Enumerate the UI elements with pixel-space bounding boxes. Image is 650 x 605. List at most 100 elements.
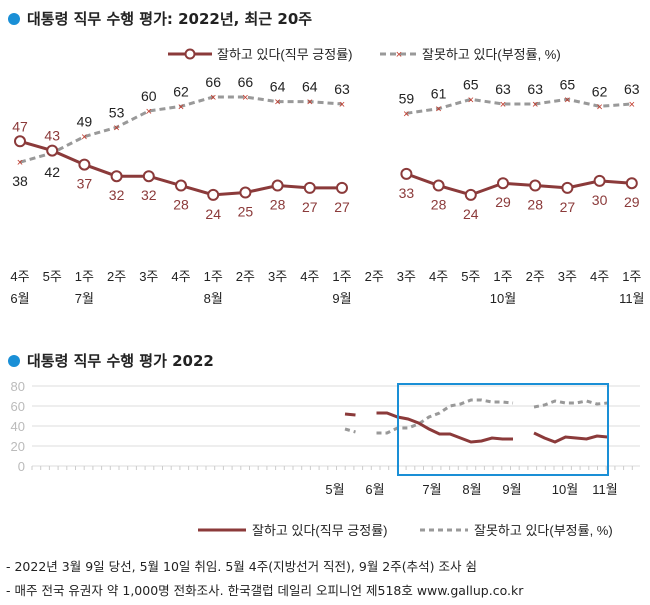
negative-marker: × xyxy=(81,132,87,144)
legend-negative-label: 잘못하고 있다(부정률, %) xyxy=(422,47,561,62)
negative-data-label: 60 xyxy=(141,88,157,104)
x-tick-label: 4주 xyxy=(429,269,448,284)
x-month-label: 7월 xyxy=(75,291,94,306)
legend-positive-label: 잘하고 있다(직무 긍정률) xyxy=(217,47,352,62)
footnote-1: - 2022년 3월 9일 당선, 5월 10일 취임. 5월 4주(지방선거 … xyxy=(6,559,477,574)
positive-data-label: 28 xyxy=(173,197,189,213)
x-tick-label: 3주 xyxy=(558,269,577,284)
highlight-box xyxy=(397,383,609,476)
negative-line xyxy=(533,399,608,409)
x-month-label: 10월 xyxy=(552,482,578,497)
positive-marker xyxy=(497,177,509,190)
chart1-title: 대통령 직무 수행 평가: 2022년, 최근 20주 xyxy=(8,8,312,29)
positive-marker xyxy=(561,181,574,194)
positive-marker xyxy=(239,186,252,199)
negative-data-label: 63 xyxy=(527,81,543,97)
positive-marker xyxy=(142,170,155,183)
x-month-label: 5월 xyxy=(325,482,344,497)
negative-marker: × xyxy=(435,104,441,116)
y-tick-label: 60 xyxy=(11,399,25,414)
positive-data-label: 32 xyxy=(141,187,157,203)
positive-marker xyxy=(529,179,542,192)
negative-data-label: 63 xyxy=(624,81,640,97)
positive-data-label: 29 xyxy=(495,194,511,210)
positive-data-label: 27 xyxy=(302,199,318,215)
footnote-2: - 매주 전국 유권자 약 1,000명 전화조사. 한국갤럽 데일리 오피니언… xyxy=(6,583,524,598)
x-tick-label: 2주 xyxy=(107,269,126,284)
positive-line xyxy=(533,431,608,444)
x-month-label: 9월 xyxy=(332,291,351,306)
x-month-label: 6월 xyxy=(10,291,29,306)
legend-negative-label: 잘못하고 있다(부정률, %) xyxy=(474,523,613,538)
negative-marker: × xyxy=(113,122,119,134)
negative-data-label: 53 xyxy=(109,104,125,120)
negative-line xyxy=(19,95,343,164)
positive-data-label: 37 xyxy=(77,176,93,192)
x-month-label: 6월 xyxy=(365,482,384,497)
positive-data-label: 27 xyxy=(334,199,350,215)
x-tick-label: 1주 xyxy=(493,269,512,284)
x-tick-label: 4주 xyxy=(171,269,190,284)
positive-marker xyxy=(464,188,477,201)
negative-marker: × xyxy=(564,94,570,106)
negative-marker: × xyxy=(307,97,313,109)
positive-data-label: 27 xyxy=(560,199,576,215)
x-tick-label: 2주 xyxy=(526,269,545,284)
negative-data-label: 62 xyxy=(592,83,608,99)
positive-marker xyxy=(175,179,187,192)
negative-data-label: 61 xyxy=(431,86,447,102)
y-tick-label: 20 xyxy=(11,439,25,454)
chart2-title: 대통령 직무 수행 평가 2022 xyxy=(8,350,214,371)
x-tick-label: 1주 xyxy=(204,269,223,284)
chart2-title-text: 대통령 직무 수행 평가 2022 xyxy=(27,352,214,370)
positive-marker xyxy=(432,179,445,192)
x-tick-label: 3주 xyxy=(139,269,158,284)
x-tick-label: 5주 xyxy=(461,269,480,284)
negative-marker: × xyxy=(596,101,602,113)
negative-data-label: 42 xyxy=(44,164,60,180)
negative-marker: × xyxy=(178,101,184,113)
negative-marker: × xyxy=(274,97,280,109)
x-tick-label: 1주 xyxy=(622,269,641,284)
positive-data-label: 29 xyxy=(624,194,640,210)
x-month-label: 8월 xyxy=(462,482,481,497)
positive-data-label: 24 xyxy=(205,206,221,222)
legend-positive-label: 잘하고 있다(직무 긍정률) xyxy=(252,523,387,538)
negative-marker: × xyxy=(242,92,248,104)
negative-data-label: 66 xyxy=(205,74,221,90)
negative-data-label: 62 xyxy=(173,83,189,99)
positive-marker xyxy=(400,167,413,180)
negative-marker: × xyxy=(403,108,409,120)
negative-line xyxy=(376,398,514,435)
negative-data-label: 65 xyxy=(463,76,479,92)
x-tick-label: 2주 xyxy=(236,269,255,284)
positive-marker xyxy=(78,158,91,171)
x-tick-label: 4주 xyxy=(300,269,319,284)
x-tick-label: 3주 xyxy=(268,269,287,284)
negative-data-label: 63 xyxy=(334,81,350,97)
negative-line xyxy=(344,427,356,434)
positive-line xyxy=(344,412,356,417)
bullet-icon xyxy=(8,354,20,367)
x-month-label: 7월 xyxy=(422,482,441,497)
negative-data-label: 65 xyxy=(560,76,576,92)
x-month-label: 9월 xyxy=(502,482,521,497)
positive-marker xyxy=(271,179,284,192)
x-tick-label: 4주 xyxy=(10,269,29,284)
negative-data-label: 63 xyxy=(495,81,511,97)
negative-line xyxy=(406,97,632,115)
positive-marker xyxy=(207,188,220,201)
positive-data-label: 25 xyxy=(238,204,254,220)
x-tick-label: 2주 xyxy=(365,269,384,284)
negative-data-label: 59 xyxy=(399,90,415,106)
positive-data-label: 47 xyxy=(12,118,28,134)
positive-data-label: 33 xyxy=(399,185,415,201)
positive-marker xyxy=(303,181,316,194)
positive-line xyxy=(376,411,513,444)
negative-data-label: 64 xyxy=(270,79,286,95)
x-tick-label: 5주 xyxy=(43,269,62,284)
bullet-icon xyxy=(8,12,20,25)
x-month-label: 11월 xyxy=(619,291,644,306)
positive-marker xyxy=(14,135,26,148)
